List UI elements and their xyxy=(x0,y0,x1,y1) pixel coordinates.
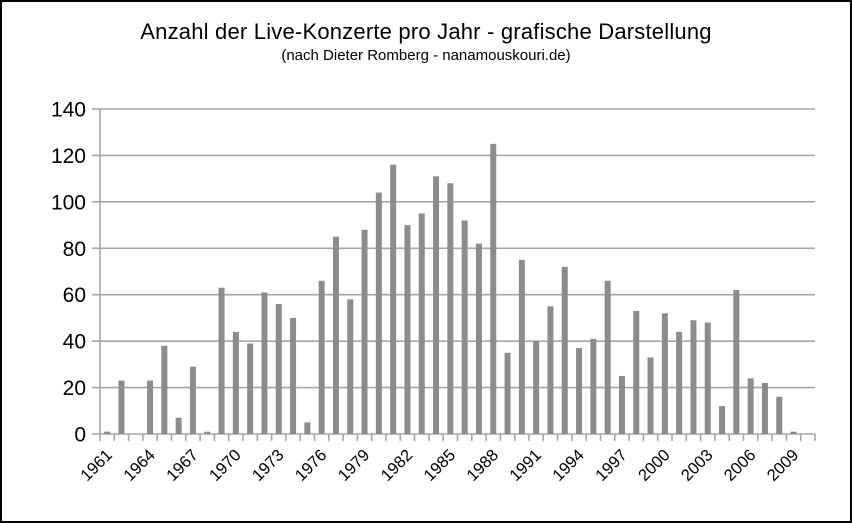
bar-1987 xyxy=(475,243,482,434)
bar-2003 xyxy=(704,322,711,434)
bar-2008 xyxy=(776,396,783,434)
bar-2005 xyxy=(733,290,740,434)
bar-1980 xyxy=(375,192,382,434)
bar-1983 xyxy=(418,213,425,434)
bar-1997 xyxy=(618,375,625,434)
bar-1991 xyxy=(533,341,540,434)
bar-1969 xyxy=(218,287,225,434)
bar-2004 xyxy=(719,406,726,434)
bar-1988 xyxy=(490,143,497,435)
x-axis-label-1994: 1994 xyxy=(549,446,588,485)
bar-1979 xyxy=(361,229,368,434)
bar-2006 xyxy=(747,378,754,434)
bar-1974 xyxy=(290,317,297,434)
x-axis-label-1961: 1961 xyxy=(77,446,116,485)
bar-2009 xyxy=(790,431,797,434)
x-axis-label-1967: 1967 xyxy=(163,446,202,485)
y-axis-label-140: 140 xyxy=(51,99,86,122)
x-axis-label-2006: 2006 xyxy=(721,446,760,485)
bar-1985 xyxy=(447,183,454,434)
x-axis-label-1970: 1970 xyxy=(206,446,245,485)
bar-1967 xyxy=(189,366,196,434)
bar-1973 xyxy=(275,304,282,434)
y-axis-label-60: 60 xyxy=(63,284,86,307)
bar-1996 xyxy=(604,280,611,434)
y-axis-label-0: 0 xyxy=(74,424,86,447)
bar-1971 xyxy=(247,343,254,434)
bar-1998 xyxy=(633,310,640,434)
y-axis-label-80: 80 xyxy=(63,238,86,261)
y-axis-label-100: 100 xyxy=(51,191,86,214)
bar-1977 xyxy=(332,236,339,434)
bar-1989 xyxy=(504,352,511,434)
x-axis-label-1979: 1979 xyxy=(335,446,374,485)
bar-1975 xyxy=(304,422,311,434)
y-axis-label-20: 20 xyxy=(63,377,86,400)
bar-1961 xyxy=(104,431,111,434)
bar-1984 xyxy=(433,176,440,435)
bar-1986 xyxy=(461,220,468,434)
bar-2001 xyxy=(676,331,683,434)
bar-1972 xyxy=(261,292,268,434)
y-axis-label-120: 120 xyxy=(51,145,86,168)
bar-1964 xyxy=(147,380,154,434)
bar-2000 xyxy=(661,313,668,434)
y-axis-label-40: 40 xyxy=(63,331,86,354)
x-axis-label-1991: 1991 xyxy=(506,446,545,485)
x-axis-label-1982: 1982 xyxy=(378,446,417,485)
x-axis-label-1988: 1988 xyxy=(463,446,502,485)
bar-1982 xyxy=(404,225,411,434)
bar-1981 xyxy=(390,164,397,434)
bar-2002 xyxy=(690,320,697,434)
bar-1994 xyxy=(576,348,583,434)
chart-title: Anzahl der Live-Konzerte pro Jahr - graf… xyxy=(140,19,712,44)
bar-1968 xyxy=(204,431,211,434)
x-axis-label-2000: 2000 xyxy=(635,446,674,485)
x-axis-label-1985: 1985 xyxy=(420,446,459,485)
bar-1995 xyxy=(590,338,597,434)
bar-1965 xyxy=(161,345,168,434)
bar-1966 xyxy=(175,417,182,434)
x-axis-label-1964: 1964 xyxy=(120,446,159,485)
bar-1990 xyxy=(518,259,525,434)
bar-1970 xyxy=(232,331,239,434)
bar-1999 xyxy=(647,357,654,434)
bar-1992 xyxy=(547,306,554,434)
bar-2007 xyxy=(761,382,768,434)
x-axis-label-2003: 2003 xyxy=(678,446,717,485)
bar-1978 xyxy=(347,299,354,434)
x-axis-label-1997: 1997 xyxy=(592,446,631,485)
chart-subtitle: (nach Dieter Romberg - nanamouskouri.de) xyxy=(281,47,571,64)
x-axis-label-1973: 1973 xyxy=(249,446,288,485)
x-axis-label-1976: 1976 xyxy=(292,446,331,485)
bar-1976 xyxy=(318,280,325,434)
x-axis-label-2009: 2009 xyxy=(764,446,803,485)
bar-1962 xyxy=(118,380,125,434)
bar-1993 xyxy=(561,266,568,434)
